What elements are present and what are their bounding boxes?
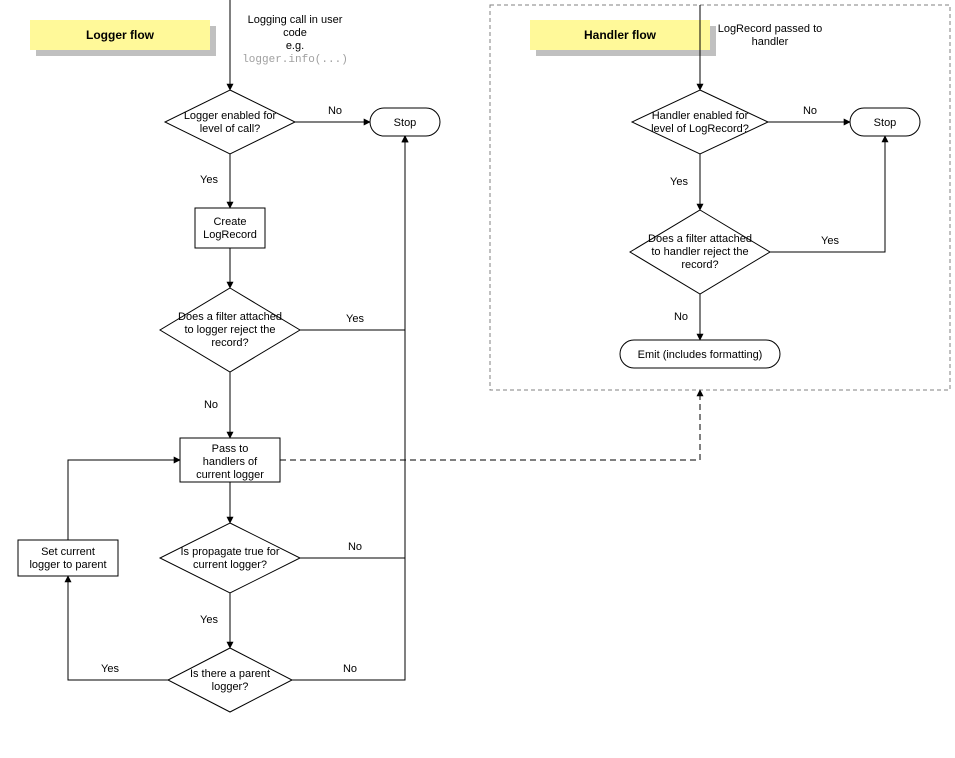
label-no-6: No — [674, 311, 688, 323]
parent-l2: logger? — [212, 681, 249, 693]
handler-enabled-l2: level of LogRecord? — [651, 123, 749, 135]
logrecord-passed-l1: LogRecord passed to — [718, 23, 823, 35]
logger-enabled-l2: level of call? — [200, 123, 261, 135]
filter-handler-l1: Does a filter attached — [648, 233, 752, 245]
label-no-2: No — [204, 399, 218, 411]
node-create-logrecord — [195, 208, 265, 248]
propagate-l1: Is propagate true for — [180, 546, 279, 558]
propagate-l2: current logger? — [193, 559, 267, 571]
flowchart-svg: Logger flow Handler flow Logging call in… — [0, 0, 955, 758]
filter-logger-l1: Does a filter attached — [178, 311, 282, 323]
edge-parent-no — [292, 136, 405, 680]
label-yes-5: Yes — [670, 176, 688, 188]
logging-call-l3: e.g. — [286, 40, 304, 52]
stop1-text: Stop — [394, 117, 417, 129]
pass-handlers-l1: Pass to — [212, 443, 249, 455]
node-handler-enabled — [632, 90, 768, 154]
filter-handler-l3: record? — [681, 259, 718, 271]
label-yes-2: Yes — [346, 313, 364, 325]
label-no-4: No — [343, 663, 357, 675]
logging-call-l1: Logging call in user — [248, 14, 343, 26]
edge-filter-logger-yes — [300, 136, 405, 330]
set-parent-l1: Set current — [41, 546, 95, 558]
label-yes-4: Yes — [101, 663, 119, 675]
set-parent-l2: logger to parent — [29, 559, 106, 571]
filter-logger-l3: record? — [211, 337, 248, 349]
logging-call-mono: logger.info(...) — [242, 54, 348, 66]
label-no-1: No — [328, 105, 342, 117]
handler-enabled-l1: Handler enabled for — [652, 110, 749, 122]
pass-handlers-l2: handlers of — [203, 456, 258, 468]
node-propagate — [160, 523, 300, 593]
logger-enabled-l1: Logger enabled for — [184, 110, 277, 122]
create-lr-l2: LogRecord — [203, 229, 257, 241]
node-parent — [168, 648, 292, 712]
emit-text: Emit (includes formatting) — [638, 349, 763, 361]
edge-setparent-to-pass — [68, 460, 180, 540]
node-logger-enabled — [165, 90, 295, 154]
handler-title-text: Handler flow — [584, 28, 657, 42]
label-yes-3: Yes — [200, 614, 218, 626]
edge-propagate-no — [300, 136, 405, 558]
logrecord-passed-l2: handler — [752, 36, 789, 48]
handler-container — [490, 5, 950, 390]
edge-pass-to-handler-dashed — [280, 390, 700, 460]
logger-title-text: Logger flow — [86, 28, 155, 42]
label-no-5: No — [803, 105, 817, 117]
logging-call-l2: code — [283, 27, 307, 39]
filter-handler-l2: to handler reject the — [651, 246, 748, 258]
filter-logger-l2: to logger reject the — [184, 324, 275, 336]
label-yes-6: Yes — [821, 235, 839, 247]
stop2-text: Stop — [874, 117, 897, 129]
create-lr-l1: Create — [213, 216, 246, 228]
pass-handlers-l3: current logger — [196, 469, 264, 481]
label-no-3: No — [348, 541, 362, 553]
parent-l1: Is there a parent — [190, 668, 270, 680]
label-yes-1: Yes — [200, 174, 218, 186]
